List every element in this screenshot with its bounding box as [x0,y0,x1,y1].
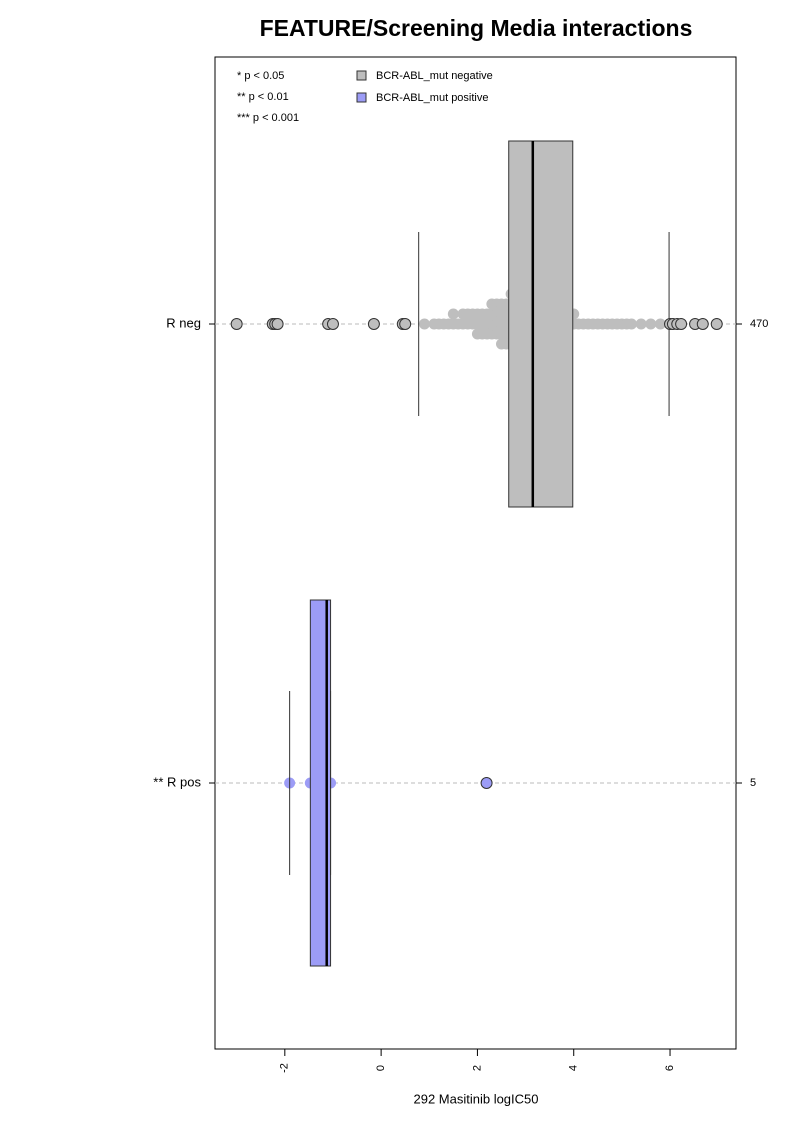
box [508,140,574,508]
data-point [447,308,459,320]
count-label: 5 [750,777,756,789]
y-tick-label: R neg [166,315,201,330]
data-point [635,318,647,330]
significance-legend: *** p < 0.001 [237,112,299,124]
outlier [326,318,339,330]
y-tick-label: ** R pos [153,774,201,789]
x-tick-label: 4 [568,1065,580,1071]
outlier [675,318,688,330]
x-tick-label: -2 [279,1063,291,1073]
data-point [654,318,666,330]
outlier [696,318,709,330]
x-tick-label: 0 [375,1065,387,1071]
count-label: 470 [750,318,768,330]
x-tick-label: 2 [471,1065,483,1071]
chart-title: FEATURE/Screening Media interactions [260,15,693,41]
legend-swatch [356,92,367,103]
x-axis-label: 292 Masitinib logIC50 [413,1091,538,1106]
data-point [418,318,430,330]
data-point [645,318,657,330]
legend-label: BCR-ABL_mut positive [376,92,489,104]
outlier [230,318,243,330]
plot-frame [214,56,737,1050]
outlier [480,777,493,789]
outlier [367,318,380,330]
data-point [626,318,638,330]
significance-legend: ** p < 0.01 [237,91,289,103]
outlier [271,318,284,330]
outlier [399,318,412,330]
legend-label: BCR-ABL_mut negative [376,70,493,82]
legend-swatch [356,70,367,81]
significance-legend: * p < 0.05 [237,70,284,82]
x-tick-label: 6 [664,1065,676,1071]
outlier [710,318,723,330]
